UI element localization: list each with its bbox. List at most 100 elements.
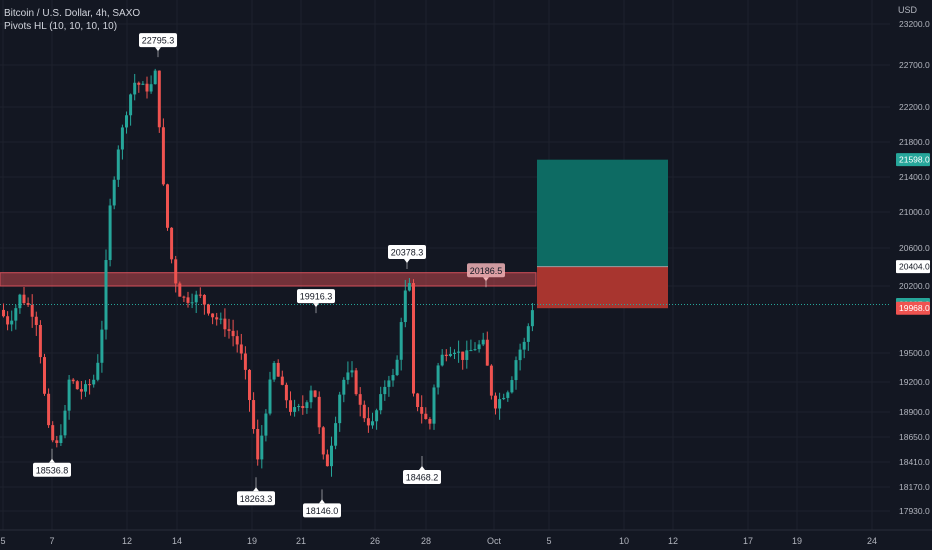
candle	[10, 310, 14, 332]
candle	[211, 313, 215, 325]
candle-body	[178, 283, 182, 297]
candle	[330, 436, 333, 477]
candle	[440, 349, 444, 367]
candle	[116, 145, 120, 187]
candle	[346, 361, 350, 385]
candle	[412, 279, 415, 397]
candle-body	[358, 394, 362, 405]
pivot-label-pointer	[253, 487, 259, 492]
candle-body	[92, 379, 96, 385]
candle	[215, 312, 219, 326]
candle	[522, 337, 526, 359]
candle	[391, 368, 395, 387]
candle-body	[157, 70, 161, 128]
symbol-title: Bitcoin / U.S. Dollar, 4h, SAXO	[4, 8, 141, 19]
candle-body	[141, 83, 145, 85]
candle-body	[211, 313, 215, 318]
pivot-label-box	[388, 245, 426, 260]
candle	[120, 124, 124, 160]
pivot-label-box	[403, 469, 441, 484]
pivot-label-text: 18468.2	[406, 472, 439, 482]
pivot-label-text: 18263.3	[240, 494, 273, 504]
candle-body	[293, 407, 297, 412]
candle-body	[481, 339, 485, 345]
candle	[481, 332, 485, 347]
candle	[264, 409, 268, 442]
candle	[84, 380, 87, 397]
candle	[305, 400, 309, 414]
candle-body	[30, 304, 34, 317]
candle	[387, 375, 391, 397]
candle-body	[305, 402, 309, 409]
candle	[125, 111, 128, 134]
candle-body	[190, 302, 194, 304]
candle-body	[268, 379, 272, 414]
candle-body	[514, 360, 518, 381]
time-tick-label: 24	[867, 536, 877, 546]
candle	[71, 378, 75, 384]
candle	[202, 294, 206, 315]
candle	[453, 349, 456, 359]
pivot-label-text: 18536.8	[36, 465, 69, 475]
candle	[358, 387, 362, 417]
candle-body	[79, 389, 83, 392]
candle-body	[321, 427, 325, 455]
time-tick-label: 26	[370, 536, 380, 546]
price-tick-label: 23200.0	[899, 19, 930, 29]
candle	[223, 308, 227, 337]
candle-body	[526, 326, 530, 342]
price-tick-label: 20200.0	[899, 281, 930, 291]
candle-body	[330, 445, 333, 467]
candle-body	[88, 384, 92, 386]
price-tick-label: 22200.0	[899, 102, 930, 112]
pivot-label: 22795.3	[139, 33, 177, 58]
candle-body	[477, 344, 481, 350]
candle	[207, 303, 210, 316]
candle	[518, 343, 522, 371]
candle-body	[453, 352, 456, 354]
candle	[485, 331, 489, 366]
candle-body	[530, 310, 534, 327]
candle	[510, 376, 514, 394]
candle-body	[313, 390, 317, 397]
price-tick-label: 18900.0	[899, 407, 930, 417]
candle-body	[63, 410, 67, 436]
candle	[407, 278, 411, 292]
candle-body	[403, 290, 407, 323]
pivot-label-box	[33, 462, 71, 477]
candle	[51, 421, 55, 443]
candle-body	[174, 259, 178, 284]
candle-body	[43, 357, 46, 394]
candle	[88, 378, 92, 395]
candle-body	[510, 380, 514, 393]
candle	[334, 416, 338, 450]
candle	[399, 317, 403, 371]
pivot-label-box	[139, 33, 177, 48]
candle	[444, 349, 448, 362]
candle-body	[498, 399, 502, 409]
pivot-label: 18536.8	[33, 448, 71, 477]
candle	[366, 407, 370, 433]
candle	[190, 293, 194, 309]
candle-body	[440, 354, 444, 366]
pivot-label-text: 18146.0	[306, 506, 339, 516]
position-profit-zone	[537, 159, 668, 267]
candle-body	[502, 397, 506, 400]
candle	[350, 361, 354, 378]
candle-body	[444, 354, 448, 356]
candle	[194, 290, 198, 314]
price-tick-label: 21800.0	[899, 137, 930, 147]
price-tick-label: 19200.0	[899, 377, 930, 387]
candle-body	[112, 179, 116, 206]
candle-body	[366, 418, 370, 426]
candle	[174, 255, 178, 293]
candle-body	[457, 351, 461, 353]
pivot-label-pointer	[419, 465, 425, 470]
candle	[186, 291, 190, 308]
candle	[161, 118, 165, 186]
candle	[112, 176, 116, 210]
candle	[526, 323, 530, 351]
candle-body	[420, 406, 424, 414]
candle-body	[75, 381, 79, 390]
